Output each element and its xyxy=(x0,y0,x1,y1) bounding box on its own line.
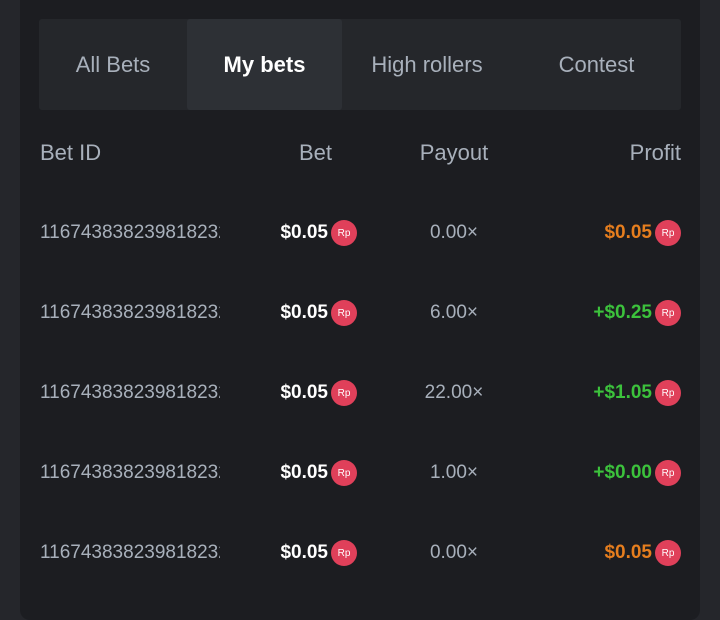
profit-value: +$0.00 xyxy=(593,462,652,483)
header-bet: Bet xyxy=(298,140,332,165)
payout: 0.00× xyxy=(429,222,479,243)
profit: +$1.05 Rp xyxy=(531,373,681,413)
header-bet-id: Bet ID xyxy=(40,140,102,165)
bet-value: $0.05 xyxy=(280,382,328,403)
bet-amount: $0.05 Rp xyxy=(219,533,357,573)
bet-id[interactable]: 116743838239818232 xyxy=(40,382,220,403)
payout: 22.00× xyxy=(424,382,484,403)
profit-value: +$0.25 xyxy=(593,302,652,323)
currency-rp-icon: Rp xyxy=(655,220,681,246)
header-payout: Payout xyxy=(419,140,489,165)
bet-id[interactable]: 116743838239818232 xyxy=(40,542,220,563)
bet-id[interactable]: 116743838239818232 xyxy=(40,222,220,243)
table-row[interactable]: 116743838239818232 $0.05 Rp 1.00× +$0.00 R… xyxy=(39,453,681,493)
bet-value: $0.05 xyxy=(280,302,328,323)
bets-tabs: All Bets My bets High rollers Contest xyxy=(39,19,681,110)
bet-id[interactable]: 116743838239818232 xyxy=(40,462,220,483)
currency-rp-icon: Rp xyxy=(331,300,357,326)
currency-rp-icon: Rp xyxy=(331,460,357,486)
currency-rp-icon: Rp xyxy=(331,540,357,566)
profit: +$0.00 Rp xyxy=(531,453,681,493)
profit-value: $0.05 xyxy=(604,542,652,563)
bet-amount: $0.05 Rp xyxy=(219,453,357,493)
currency-rp-icon: Rp xyxy=(655,380,681,406)
currency-rp-icon: Rp xyxy=(655,300,681,326)
currency-rp-icon: Rp xyxy=(655,540,681,566)
bet-value: $0.05 xyxy=(280,222,328,243)
table-row[interactable]: 116743838239818232 $0.05 Rp 22.00× +$1.05… xyxy=(39,373,681,413)
currency-rp-icon: Rp xyxy=(655,460,681,486)
currency-rp-icon: Rp xyxy=(331,380,357,406)
table-row[interactable]: 116743838239818232 $0.05 Rp 0.00× $0.05 Rp xyxy=(39,213,681,253)
profit: $0.05 Rp xyxy=(531,213,681,253)
bet-value: $0.05 xyxy=(280,462,328,483)
payout: 6.00× xyxy=(429,302,479,323)
payout: 1.00× xyxy=(429,462,479,483)
bet-id[interactable]: 116743838239818232 xyxy=(40,302,220,323)
currency-rp-icon: Rp xyxy=(331,220,357,246)
profit-value: +$1.05 xyxy=(593,382,652,403)
tab-all-bets[interactable]: All Bets xyxy=(75,51,151,77)
table-row[interactable]: 116743838239818232 $0.05 Rp 6.00× +$0.25 R… xyxy=(39,293,681,333)
table-header: Bet ID Bet Payout Profit xyxy=(39,138,681,168)
header-profit: Profit xyxy=(629,140,681,165)
bet-amount: $0.05 Rp xyxy=(219,213,357,253)
tab-contest[interactable]: Contest xyxy=(558,51,635,77)
table-row[interactable]: 116743838239818232 $0.05 Rp 0.00× $0.05 Rp xyxy=(39,533,681,573)
profit: $0.05 Rp xyxy=(531,533,681,573)
tab-my-bets[interactable]: My bets xyxy=(187,19,342,110)
bet-amount: $0.05 Rp xyxy=(219,293,357,333)
bet-value: $0.05 xyxy=(280,542,328,563)
tab-high-rollers[interactable]: High rollers xyxy=(371,51,483,77)
payout: 0.00× xyxy=(429,542,479,563)
bet-amount: $0.05 Rp xyxy=(219,373,357,413)
profit-value: $0.05 xyxy=(604,222,652,243)
profit: +$0.25 Rp xyxy=(531,293,681,333)
